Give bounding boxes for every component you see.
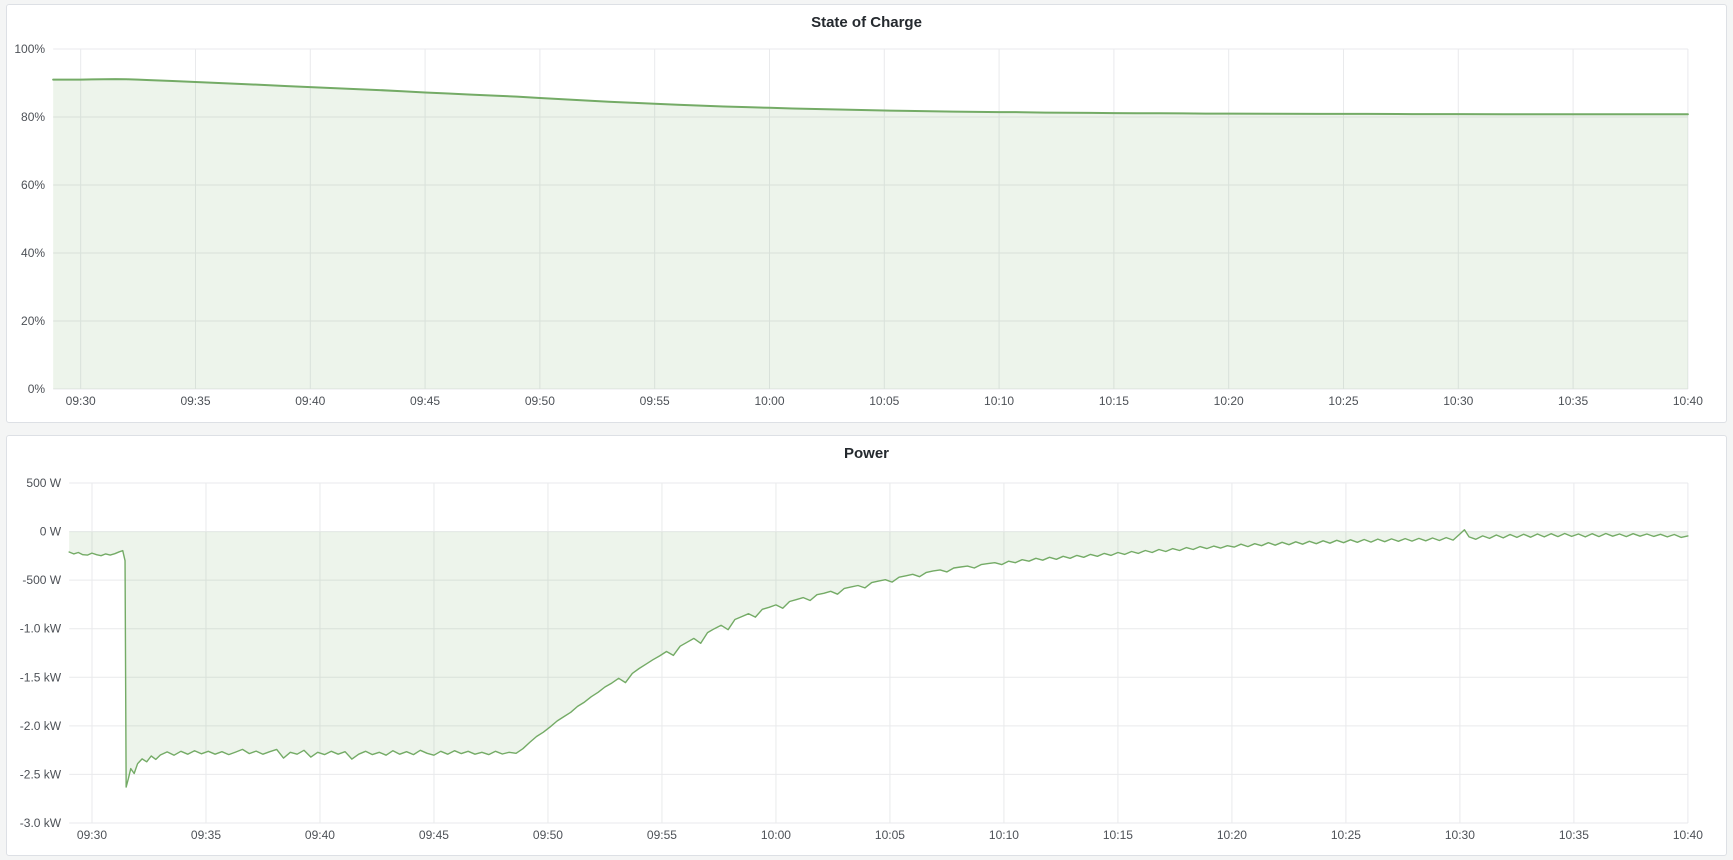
x-tick-label: 09:40 xyxy=(305,828,335,842)
x-tick-label: 10:00 xyxy=(754,394,784,408)
y-tick-label: -3.0 kW xyxy=(20,816,62,830)
y-tick-label: 40% xyxy=(21,246,45,260)
x-tick-label: 10:10 xyxy=(984,394,1014,408)
x-tick-label: 09:50 xyxy=(533,828,563,842)
x-tick-label: 10:35 xyxy=(1559,828,1589,842)
y-tick-label: -2.0 kW xyxy=(20,719,62,733)
y-tick-label: 80% xyxy=(21,110,45,124)
y-tick-label: 0% xyxy=(28,382,46,396)
x-tick-label: 10:15 xyxy=(1103,828,1133,842)
y-tick-label: 500 W xyxy=(26,476,61,490)
power-panel-title[interactable]: Power xyxy=(843,444,889,462)
x-tick-label: 10:25 xyxy=(1328,394,1358,408)
grid-lines xyxy=(69,482,1689,824)
x-tick-label: 09:50 xyxy=(525,394,555,408)
y-tick-label: 0 W xyxy=(40,525,62,539)
x-tick-label: 09:40 xyxy=(295,394,325,408)
axis-labels: 100% 80% 60% 40% 20% 0% 09:30 09:35 09:40 09:45 09… xyxy=(14,42,1703,408)
x-tick-label: 10:35 xyxy=(1558,394,1588,408)
x-tick-label: 09:55 xyxy=(647,828,677,842)
axis-labels: 500 W 0 W -500 W -1.0 kW -1.5 kW -2.0 kW -2.5 … xyxy=(20,476,1703,842)
series-area-fill xyxy=(53,79,1688,389)
x-tick-label: 10:05 xyxy=(869,394,899,408)
x-tick-label: 09:55 xyxy=(640,394,670,408)
x-tick-label: 10:20 xyxy=(1217,828,1247,842)
y-tick-label: 100% xyxy=(14,42,45,56)
y-tick-label: 20% xyxy=(21,314,45,328)
x-tick-label: 10:40 xyxy=(1673,828,1703,842)
grid-lines xyxy=(53,48,1689,390)
y-tick-label: 60% xyxy=(21,178,45,192)
state-of-charge-panel: State of Charge 100% 80% 60% 40% 20% 0% 09:30 0… xyxy=(6,4,1727,423)
x-tick-label: 09:30 xyxy=(77,828,107,842)
x-tick-label: 10:25 xyxy=(1331,828,1361,842)
x-tick-label: 09:45 xyxy=(410,394,440,408)
series-area-fill xyxy=(69,529,1688,788)
x-tick-label: 10:15 xyxy=(1099,394,1129,408)
series-line xyxy=(68,529,1689,788)
x-tick-label: 09:45 xyxy=(419,828,449,842)
y-tick-label: -1.0 kW xyxy=(20,622,62,636)
y-tick-label: -2.5 kW xyxy=(20,767,62,781)
x-tick-label: 10:30 xyxy=(1445,828,1475,842)
x-tick-label: 09:35 xyxy=(180,394,210,408)
state-of-charge-panel-title[interactable]: State of Charge xyxy=(811,13,922,31)
x-tick-label: 10:40 xyxy=(1673,394,1703,408)
x-tick-label: 09:30 xyxy=(66,394,96,408)
x-tick-label: 10:10 xyxy=(989,828,1019,842)
state-of-charge-chart-canvas[interactable]: 100% 80% 60% 40% 20% 0% 09:30 09:35 09:40 09:45 09… xyxy=(7,5,1726,422)
x-tick-label: 10:20 xyxy=(1214,394,1244,408)
power-chart-canvas[interactable]: 500 W 0 W -500 W -1.0 kW -1.5 kW -2.0 kW -2.5 … xyxy=(7,436,1726,855)
power-panel: Power 500 W 0 W -500 W -1.0 kW -1.5 kW -2.0 k… xyxy=(6,435,1727,856)
y-tick-label: -1.5 kW xyxy=(20,670,62,684)
y-tick-label: -500 W xyxy=(22,573,61,587)
x-tick-label: 10:30 xyxy=(1443,394,1473,408)
x-tick-label: 10:00 xyxy=(761,828,791,842)
x-tick-label: 09:35 xyxy=(191,828,221,842)
series-line xyxy=(52,78,1689,116)
x-tick-label: 10:05 xyxy=(875,828,905,842)
